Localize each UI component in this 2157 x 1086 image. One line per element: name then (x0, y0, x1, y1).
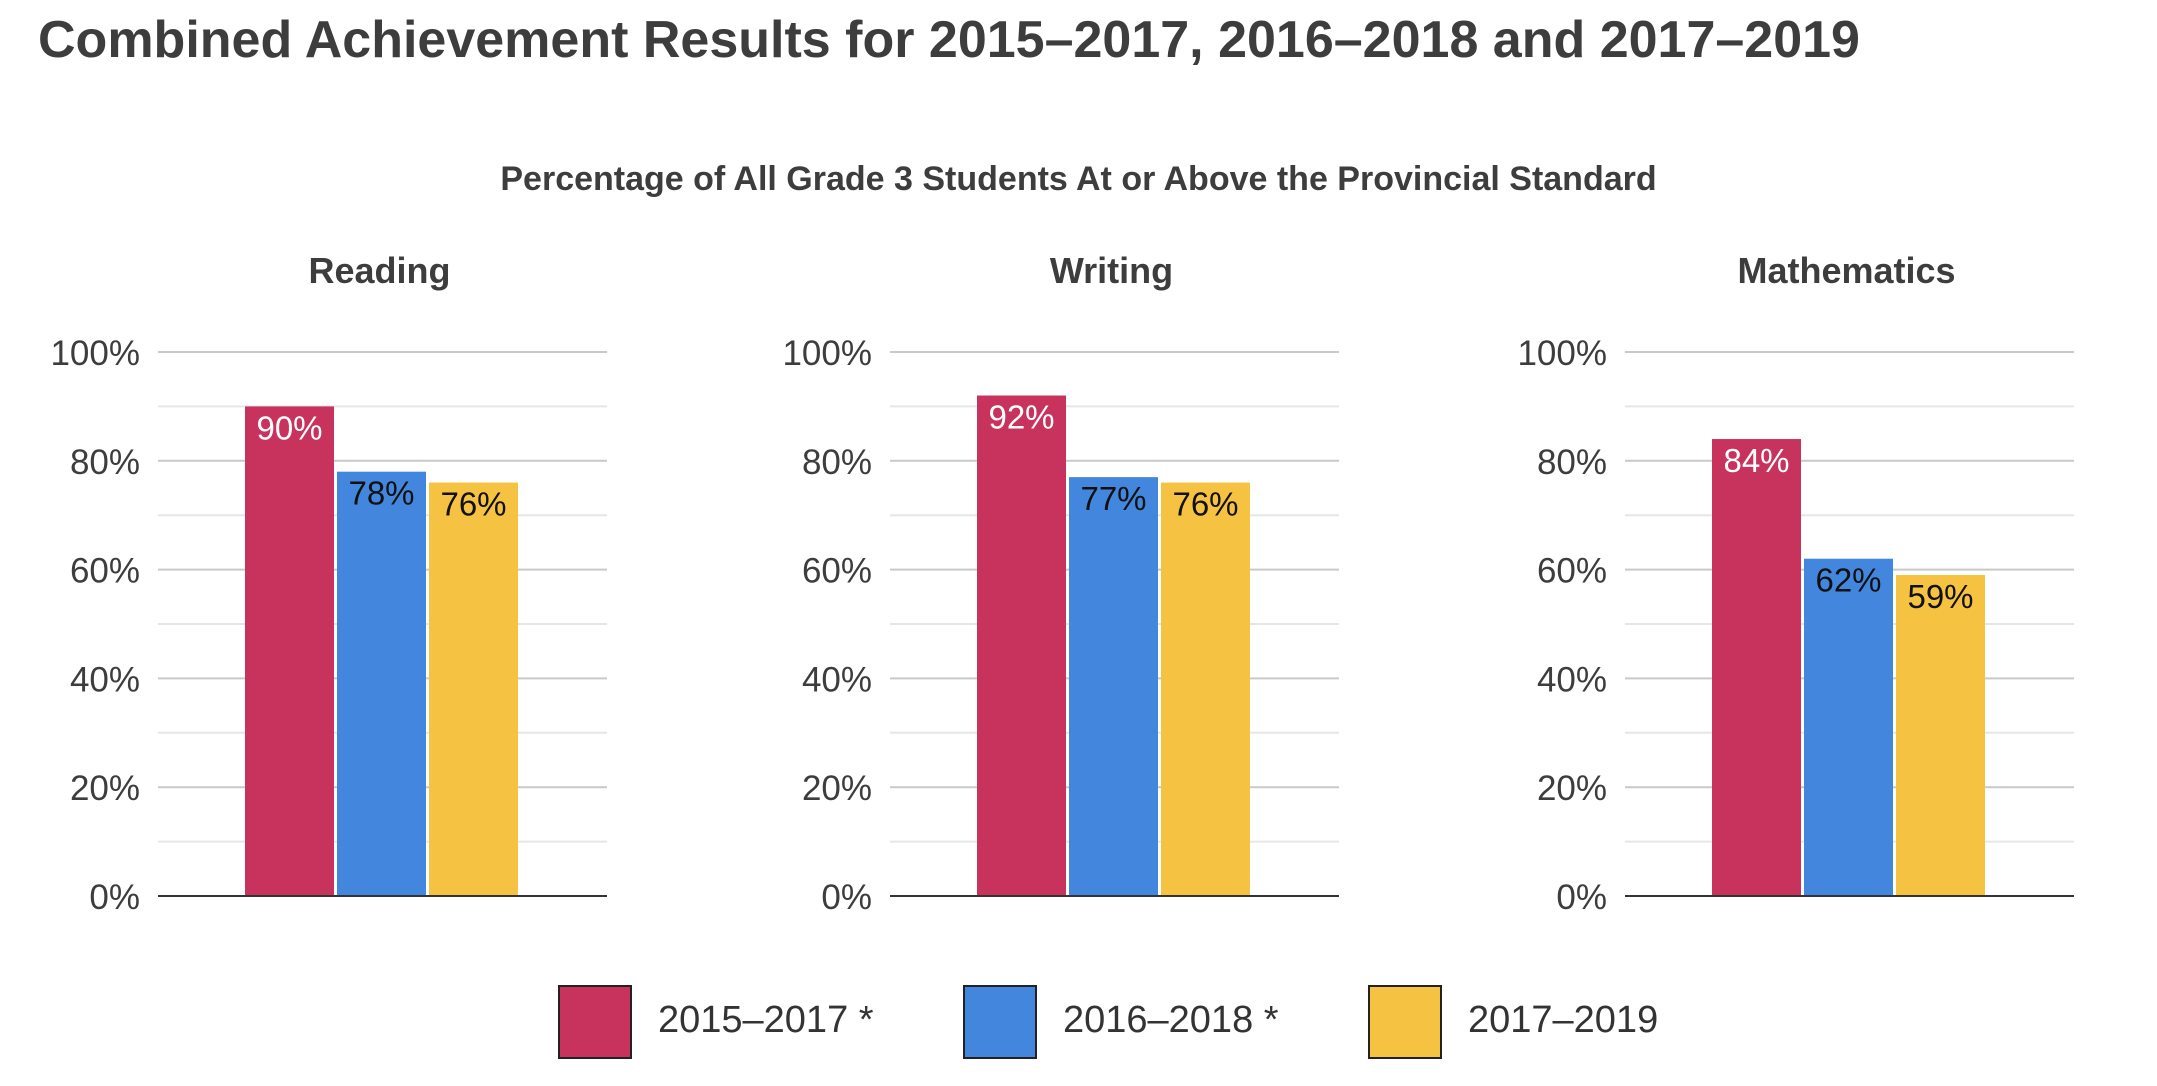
y-tick-label: 60% (1537, 552, 1607, 591)
bar-mathematics-3 (1896, 575, 1985, 896)
y-tick-label: 80% (70, 443, 140, 482)
y-tick-label: 100% (1517, 334, 1607, 373)
y-tick-label: 20% (1537, 769, 1607, 808)
bar-writing-3 (1161, 482, 1250, 896)
legend-swatch (558, 985, 632, 1059)
data-label: 76% (1172, 486, 1238, 523)
legend-label: 2016–2018 * (1063, 999, 1279, 1041)
data-label: 76% (440, 486, 506, 523)
legend-label: 2017–2019 (1468, 999, 1659, 1041)
legend-swatch (1368, 985, 1442, 1059)
y-tick-label: 100% (782, 334, 872, 373)
legend-label: 2015–2017 * (658, 999, 874, 1041)
y-tick-label: 0% (1556, 878, 1607, 917)
y-tick-label: 0% (89, 878, 140, 917)
y-tick-label: 100% (50, 334, 140, 373)
bar-mathematics-2 (1804, 558, 1893, 896)
panel-title: Mathematics (1737, 250, 1955, 291)
data-label: 62% (1815, 562, 1881, 599)
data-label: 92% (988, 399, 1054, 436)
data-label: 84% (1723, 442, 1789, 479)
legend: 2015–2017 * 2016–2018 * 2017–2019 (0, 985, 2157, 1075)
charts-area: Reading 0% 20% 40% 60% 80% 100% 90% 78% 76% Writin… (50, 250, 2074, 917)
page-title: Combined Achievement Results for 2015–20… (38, 11, 1860, 69)
y-tick-label: 0% (821, 878, 872, 917)
bar-writing-1 (977, 395, 1066, 896)
chart-subtitle: Percentage of All Grade 3 Students At or… (500, 160, 1657, 198)
y-tick-label: 60% (802, 552, 872, 591)
bar-writing-2 (1069, 477, 1158, 896)
bar-reading-3 (429, 482, 518, 896)
y-tick-label: 80% (802, 443, 872, 482)
data-label: 59% (1907, 578, 1973, 615)
bar-reading-1 (245, 406, 334, 896)
bar-reading-2 (337, 471, 426, 896)
y-tick-label: 60% (70, 552, 140, 591)
panel-title: Reading (308, 250, 450, 291)
y-tick-label: 20% (802, 769, 872, 808)
bar-mathematics-1 (1712, 439, 1801, 896)
data-label: 77% (1080, 480, 1146, 517)
y-tick-label: 20% (70, 769, 140, 808)
y-tick-label: 40% (1537, 660, 1607, 699)
y-tick-label: 80% (1537, 443, 1607, 482)
y-tick-label: 40% (802, 660, 872, 699)
y-tick-label: 40% (70, 660, 140, 699)
data-label: 78% (348, 475, 414, 512)
panel-title: Writing (1050, 250, 1173, 291)
data-label: 90% (256, 409, 322, 446)
legend-swatch (963, 985, 1037, 1059)
